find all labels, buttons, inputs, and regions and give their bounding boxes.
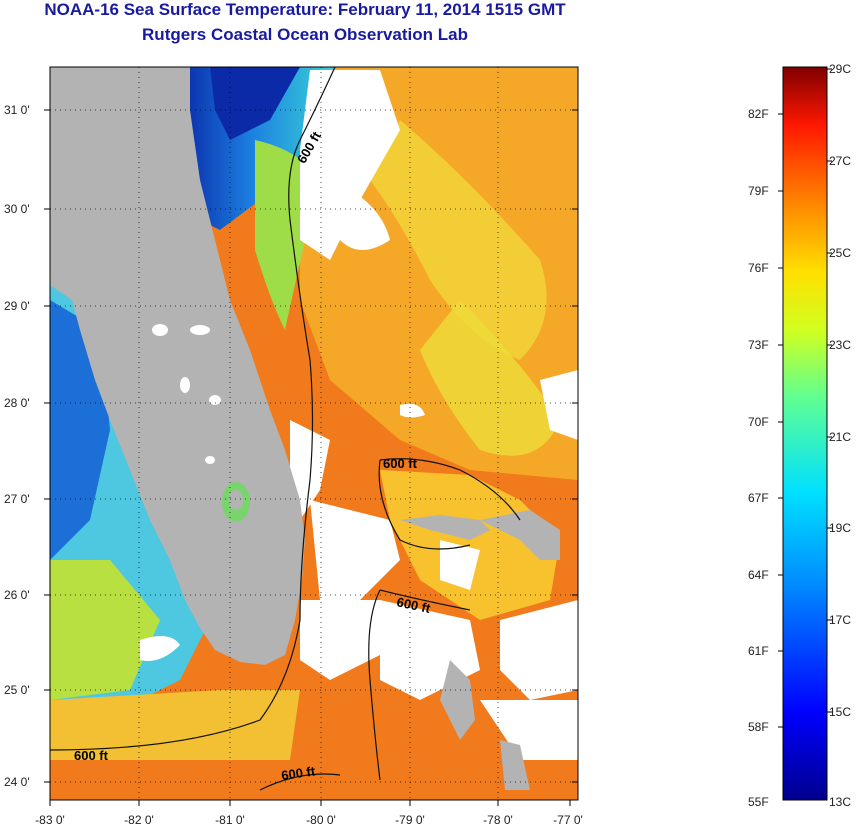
colorbar-c-label: 21C xyxy=(829,430,852,444)
contour-label-southwest: 600 ft xyxy=(74,748,109,763)
coldest-nearshore-water xyxy=(210,67,300,140)
colorbar-f-label: 55F xyxy=(748,795,769,809)
florida-bay-yellow-water xyxy=(50,690,300,760)
lon-label: -78 0' xyxy=(483,813,513,827)
yellow-eddy xyxy=(370,120,547,360)
abaco-islands xyxy=(480,510,560,560)
colorbar-f-label: 64F xyxy=(748,568,769,582)
contour-label-bahamas: 600 ft xyxy=(383,456,418,471)
colorbar-f-label: 58F xyxy=(748,720,769,734)
lon-label: -79 0' xyxy=(395,813,425,827)
lon-label: -82 0' xyxy=(124,813,154,827)
colorbar-f-label: 61F xyxy=(748,644,769,658)
contour-label-south: 600 ft xyxy=(280,763,316,783)
andros-south xyxy=(500,740,530,790)
colorbar-c-label: 23C xyxy=(829,338,852,352)
inland-lakes xyxy=(152,324,221,464)
colorbar-c-label: 27C xyxy=(829,154,852,168)
colorbar-f-label: 82F xyxy=(748,107,769,121)
colorbar-f-label: 79F xyxy=(748,184,769,198)
lat-label: 30 0' xyxy=(4,202,30,216)
colorbar-c-label: 15C xyxy=(829,705,852,719)
colorbar-f-label: 70F xyxy=(748,415,769,429)
lon-label: -77 0' xyxy=(553,813,583,827)
colorbar-f-label: 76F xyxy=(748,261,769,275)
lat-label: 24 0' xyxy=(4,775,30,789)
colorbar-c-label: 19C xyxy=(829,521,852,535)
gulf-green-water xyxy=(50,560,160,700)
graticule xyxy=(50,67,578,800)
lon-label: -81 0' xyxy=(215,813,245,827)
colorbar-f-label: 73F xyxy=(748,338,769,352)
lon-label: -83 0' xyxy=(35,813,65,827)
lat-label: 31 0' xyxy=(4,103,30,117)
page-subtitle: Rutgers Coastal Ocean Observation Lab xyxy=(142,25,468,44)
page-title: NOAA-16 Sea Surface Temperature: Februar… xyxy=(44,0,566,19)
lat-label: 28 0' xyxy=(4,396,30,410)
lake-island xyxy=(229,490,243,510)
map-frame xyxy=(49,66,579,801)
axis-ticks xyxy=(44,109,578,806)
colorbar-f-label: 67F xyxy=(748,491,769,505)
colorbar-c-label: 25C xyxy=(829,246,852,260)
600ft-contour-lines xyxy=(50,67,521,791)
lat-label: 25 0' xyxy=(4,683,30,697)
colorbar-ticks xyxy=(778,68,832,728)
colorbar-c-label: 29C xyxy=(829,62,852,76)
grand-bahama xyxy=(400,515,490,540)
colorbar xyxy=(782,66,828,801)
lat-label: 27 0' xyxy=(4,492,30,506)
sst-field xyxy=(50,67,578,800)
yellow-eddy-south xyxy=(420,300,560,456)
lat-label: 26 0' xyxy=(4,588,30,602)
colorbar-c-label: 13C xyxy=(829,795,852,809)
cloud-mask xyxy=(140,70,578,760)
lat-label: 29 0' xyxy=(4,299,30,313)
contour-label-tongue: 600 ft xyxy=(395,594,432,616)
lon-label: -80 0' xyxy=(306,813,336,827)
andros-island xyxy=(440,660,475,740)
colorbar-c-label: 17C xyxy=(829,613,852,627)
